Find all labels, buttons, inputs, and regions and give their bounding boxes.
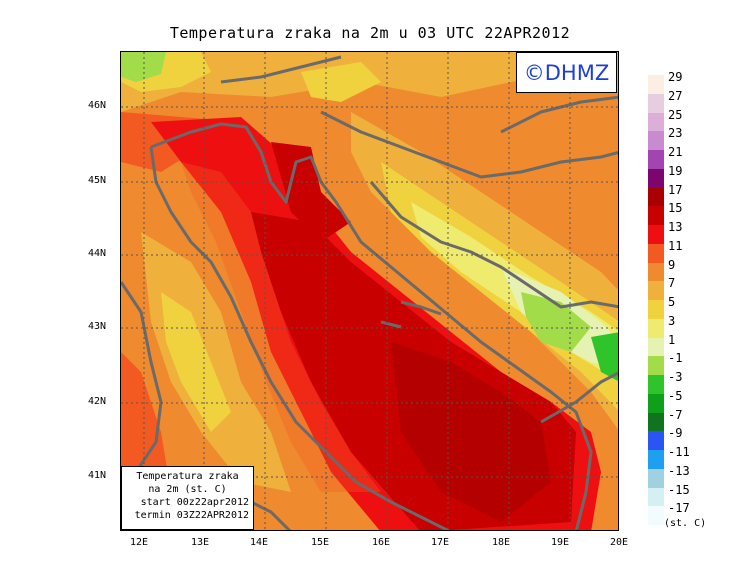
- legend-label: 1: [668, 332, 676, 347]
- lon-tick-19e: 19E: [550, 537, 570, 548]
- legend-label: 7: [668, 276, 676, 291]
- field-dinaric-frost: [521, 292, 591, 352]
- lon-tick-12e: 12E: [129, 537, 149, 548]
- legend-swatch: [648, 412, 664, 432]
- legend-swatch: [648, 393, 664, 413]
- info-line-4: termin 03Z22APR2012: [134, 510, 249, 521]
- legend-label: 9: [668, 257, 676, 272]
- lat-tick-43n: 43N: [88, 321, 107, 332]
- legend-label: 19: [668, 163, 683, 178]
- dhmz-badge: ©DHMZ: [516, 52, 617, 93]
- legend-unit: (st. C): [664, 518, 707, 529]
- field-adriatic-edge: [181, 162, 381, 492]
- legend-swatch: [648, 450, 664, 469]
- lat-tick-46n: 46N: [88, 100, 107, 111]
- field-apennine-mild: [161, 292, 231, 432]
- lat-tick-41n: 41N: [88, 470, 107, 481]
- legend-label: 13: [668, 220, 683, 234]
- field-montenegro-frost: [591, 332, 618, 381]
- legend-swatch: [648, 431, 664, 450]
- legend-swatch: [648, 112, 664, 132]
- legend-label: 15: [668, 201, 683, 216]
- legend-label: 21: [668, 145, 683, 159]
- field-italy-land: [121, 112, 380, 530]
- legend-swatch: [648, 487, 664, 507]
- legend-swatch: [648, 131, 664, 150]
- grid-lines: [121, 52, 618, 530]
- lon-tick-13e: 13E: [190, 537, 210, 548]
- legend-swatch: [648, 262, 664, 282]
- field-kvarner: [271, 142, 351, 242]
- legend-label: 23: [668, 126, 683, 141]
- legend-swatch: [648, 318, 664, 338]
- legend-swatch: [648, 468, 664, 488]
- legend-swatch: [648, 375, 664, 394]
- temperature-field: [121, 52, 618, 530]
- lon-tick-15e: 15E: [310, 537, 330, 548]
- lon-tick-14e: 14E: [249, 537, 269, 548]
- field-slovenia-mild: [301, 62, 381, 102]
- field-apennine-warm: [141, 232, 291, 492]
- legend-label: 5: [668, 295, 676, 309]
- legend-swatch: [648, 206, 664, 225]
- legend-swatch: [648, 93, 664, 113]
- lat-tick-42n: 42N: [88, 396, 107, 407]
- legend-label: -5: [668, 388, 683, 403]
- info-line-2: na 2m (st. C): [148, 484, 227, 495]
- legend-label: 17: [668, 182, 683, 197]
- legend-label: 11: [668, 238, 683, 253]
- legend-swatch: [648, 356, 664, 375]
- lon-tick-17e: 17E: [430, 537, 450, 548]
- lat-tick-45n: 45N: [88, 175, 107, 186]
- legend-swatch: [648, 150, 664, 169]
- legend-label: -13: [668, 463, 690, 478]
- legend-label: -9: [668, 426, 683, 441]
- legend-label: -1: [668, 351, 683, 366]
- info-line-3: start 00z22apr2012: [140, 497, 249, 508]
- legend-swatch: [648, 300, 664, 319]
- legend-label: -3: [668, 370, 683, 384]
- legend-label: -17: [668, 501, 690, 516]
- legend-label: 25: [668, 107, 683, 122]
- legend-label: -11: [668, 445, 690, 459]
- map-title: Temperatura zraka na 2m u 03 UTC 22APR20…: [169, 24, 571, 42]
- legend-label: 29: [668, 70, 683, 84]
- legend-swatch: [648, 168, 664, 188]
- info-box: Temperatura zraka na 2m (st. C) start 00…: [121, 466, 254, 530]
- legend-swatch: [648, 225, 664, 244]
- info-line-1: Temperatura zraka: [136, 471, 239, 482]
- legend-swatch: [648, 506, 664, 525]
- temperature-map: [120, 51, 619, 531]
- legend-swatch: [648, 281, 664, 300]
- legend-label: 27: [668, 88, 683, 103]
- lon-tick-16e: 16E: [371, 537, 391, 548]
- legend-label: 3: [668, 313, 676, 328]
- legend-swatch: [648, 187, 664, 207]
- lon-tick-18e: 18E: [491, 537, 511, 548]
- legend-label: -15: [668, 482, 690, 497]
- lat-tick-44n: 44N: [88, 248, 107, 259]
- legend-swatch: [648, 337, 664, 357]
- lon-tick-20e: 20E: [609, 537, 629, 548]
- legend-swatch: [648, 75, 664, 94]
- legend-label: -7: [668, 407, 683, 422]
- legend-swatch: [648, 243, 664, 263]
